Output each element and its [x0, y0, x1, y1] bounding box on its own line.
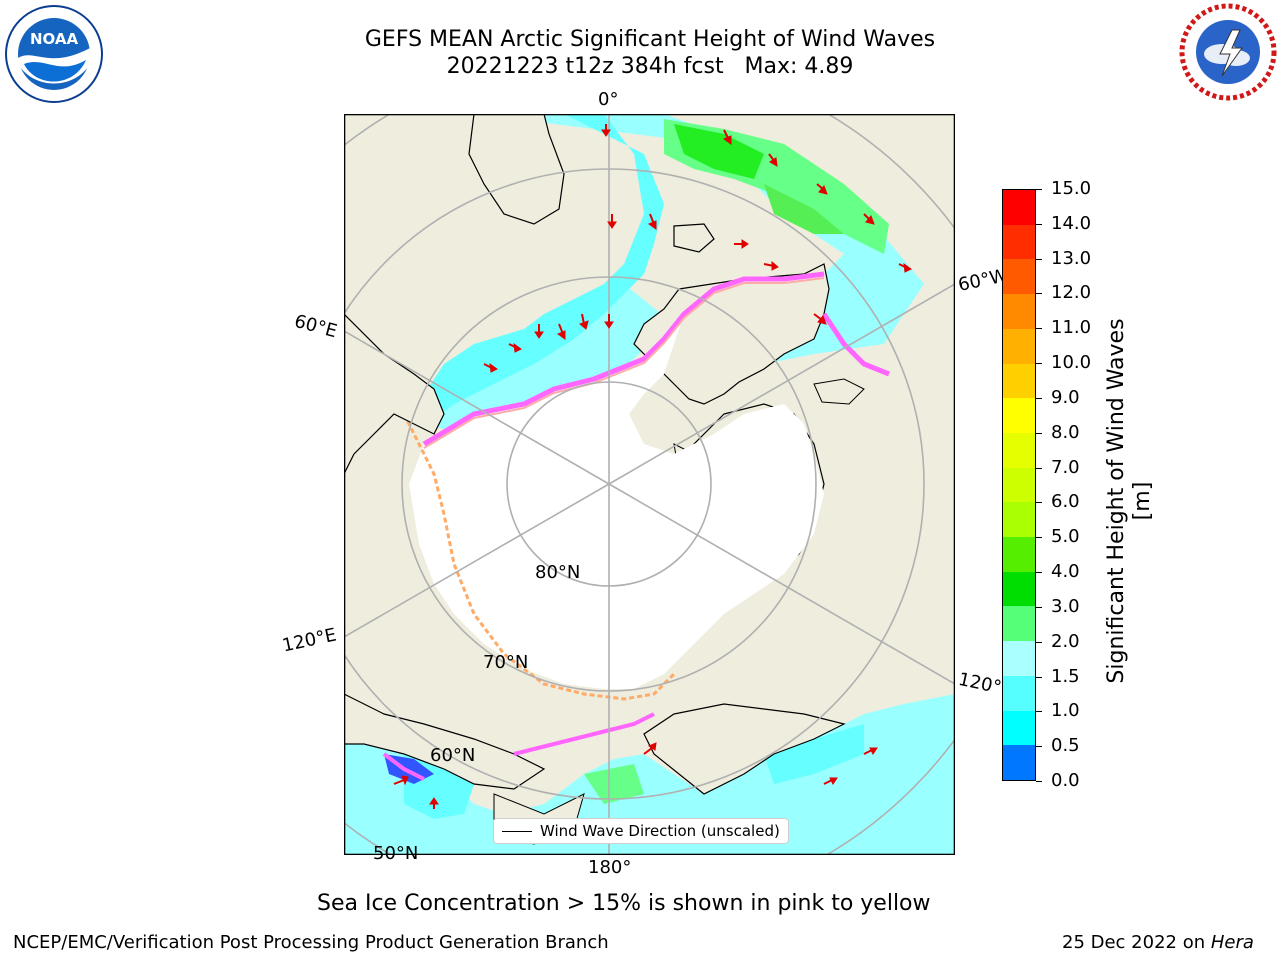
parallel-label-50n: 50°N	[373, 843, 419, 864]
colorbar-swatch	[1003, 467, 1035, 503]
generation-date: 25 Dec 2022 on Hera	[1062, 932, 1254, 953]
svalbard	[673, 223, 715, 253]
colorbar	[1002, 189, 1036, 781]
meridian-label-180: 180°	[588, 857, 632, 878]
colorbar-tick-label: 5.0	[1051, 526, 1080, 548]
nws-logo	[1178, 2, 1278, 102]
colorbar-swatch	[1003, 537, 1035, 572]
colorbar-swatch	[1003, 224, 1035, 260]
colorbar-swatch	[1003, 259, 1035, 295]
colorbar-tick-mark	[1036, 258, 1042, 260]
colorbar-tick-label: 10.0	[1051, 352, 1092, 374]
colorbar-swatch	[1003, 641, 1035, 676]
colorbar-swatch	[1003, 606, 1035, 642]
colorbar-swatch	[1003, 502, 1035, 538]
map-title-line1: GEFS MEAN Arctic Significant Height of W…	[364, 27, 936, 52]
colorbar-tick-mark	[1036, 467, 1042, 469]
polar-map	[344, 114, 955, 855]
colorbar-swatch	[1003, 432, 1035, 468]
colorbar-swatch	[1003, 328, 1035, 364]
colorbar-tick-mark	[1036, 432, 1042, 434]
wind-arrows	[393, 124, 912, 809]
eurasia-coast	[344, 313, 445, 475]
colorbar-tick-label: 2.0	[1051, 630, 1080, 652]
meridian-label-60e: 60°E	[292, 310, 340, 343]
colorbar-tick-label: 12.0	[1051, 282, 1092, 304]
colorbar-swatch	[1003, 363, 1035, 399]
parallel-label-60n: 60°N	[430, 745, 476, 766]
scandinavia	[468, 114, 565, 225]
colorbar-tick-label: 3.0	[1051, 595, 1080, 617]
noaa-logo-text: NOAA	[30, 30, 79, 48]
colorbar-swatch	[1003, 745, 1035, 780]
colorbar-tick-label: 9.0	[1051, 386, 1080, 408]
colorbar-tick-label: 14.0	[1051, 212, 1092, 234]
colorbar-ticks: 15.0 14.0 13.0 12.0 11.0 10.0 9.0 8.0 7.0 6.0 5.0 4…	[1036, 178, 1116, 791]
colorbar-tick-label: 1.5	[1051, 665, 1080, 687]
colorbar-tick-mark	[1036, 641, 1042, 643]
colorbar-swatch	[1003, 675, 1035, 711]
colorbar-label: Significant Height of Wind Waves [m]	[1104, 318, 1155, 684]
colorbar-tick-mark	[1036, 328, 1042, 330]
sea-ice-note: Sea Ice Concentration > 15% is shown in …	[317, 891, 931, 916]
colorbar-tick-label: 13.0	[1051, 247, 1092, 269]
colorbar-tick-label: 1.0	[1051, 700, 1080, 722]
meridian-label-0: 0°	[598, 89, 619, 110]
parallel-label-70n: 70°N	[483, 652, 529, 673]
colorbar-tick-label: 11.0	[1051, 317, 1092, 339]
iceland	[813, 378, 865, 405]
colorbar-tick-mark	[1036, 746, 1042, 748]
colorbar-tick-mark	[1036, 223, 1042, 225]
colorbar-tick-mark	[1036, 676, 1042, 678]
colorbar-tick-mark	[1036, 397, 1042, 399]
greenland	[633, 263, 830, 405]
colorbar-tick-label: 8.0	[1051, 421, 1080, 443]
colorbar-tick-label: 0.0	[1051, 770, 1080, 791]
colorbar-swatch	[1003, 294, 1035, 329]
producer-credit: NCEP/EMC/Verification Post Processing Pr…	[13, 932, 609, 953]
legend-label: Wind Wave Direction (unscaled)	[540, 822, 780, 840]
colorbar-tick-mark	[1036, 606, 1042, 608]
colorbar-swatch	[1003, 398, 1035, 433]
colorbar-tick-mark	[1036, 502, 1042, 504]
parallel-label-80n: 80°N	[535, 562, 581, 583]
map-legend: Wind Wave Direction (unscaled)	[493, 818, 789, 844]
colorbar-swatch	[1003, 710, 1035, 746]
colorbar-tick-label: 6.0	[1051, 491, 1080, 513]
colorbar-tick-mark	[1036, 711, 1042, 713]
colorbar-swatch	[1003, 190, 1035, 225]
legend-line-icon	[502, 830, 532, 832]
noaa-logo: NOAA	[4, 4, 104, 104]
colorbar-tick-mark	[1036, 189, 1042, 190]
ice-edge	[422, 271, 825, 447]
map-title-line2: 20221223 t12z 384h fcst Max: 4.89	[446, 54, 854, 79]
colorbar-tick-mark	[1036, 363, 1042, 365]
date-text: 25 Dec 2022 on	[1062, 932, 1211, 953]
colorbar-tick-mark	[1036, 781, 1042, 782]
colorbar-tick-mark	[1036, 537, 1042, 539]
colorbar-tick-label: 15.0	[1051, 178, 1092, 199]
graticule	[344, 114, 955, 855]
meridian-label-120e: 120°E	[280, 624, 339, 657]
colorbar-swatch	[1003, 571, 1035, 607]
chukotka	[344, 693, 546, 790]
colorbar-tick-label: 4.0	[1051, 561, 1080, 583]
machine-name: Hera	[1210, 932, 1254, 953]
colorbar-tick-mark	[1036, 572, 1042, 574]
alaska	[643, 703, 846, 795]
colorbar-tick-mark	[1036, 293, 1042, 295]
colorbar-tick-label: 7.0	[1051, 456, 1080, 478]
colorbar-tick-label: 0.5	[1051, 735, 1080, 757]
